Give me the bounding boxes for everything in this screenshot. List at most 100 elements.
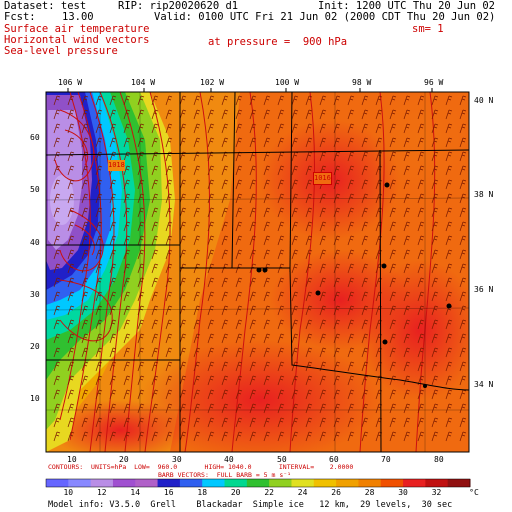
wind-barb [347,235,355,246]
wind-barb [151,165,159,176]
county-boundaries [45,92,470,452]
wind-barb [67,417,75,428]
wind-barb [123,389,131,400]
wind-barb [459,431,467,442]
wind-barb [291,375,299,386]
wind-barb [263,193,271,204]
wind-barb [53,165,61,176]
wind-barb [109,403,117,414]
wind-barb [249,165,257,176]
wind-barb [459,291,467,302]
wind-barb [81,109,89,120]
wind-barb [305,291,313,302]
wind-barb [459,179,467,190]
wind-barb [249,403,257,414]
wind-barb [249,221,257,232]
wind-barb [347,207,355,218]
wind-barb [445,123,453,134]
wind-barb [165,193,173,204]
wind-barb [249,417,257,428]
wind-barb [207,123,215,134]
wind-barb [347,375,355,386]
wind-barb [109,207,117,218]
wind-barb [459,151,467,162]
wind-barb [95,109,103,120]
wind-barb [403,207,411,218]
wind-barb [109,375,117,386]
wind-barb [151,207,159,218]
wind-barb [417,193,425,204]
wind-barb [221,291,229,302]
wind-barb [53,431,61,442]
wind-barb [207,277,215,288]
wind-barb [207,319,215,330]
map-frame [45,91,470,453]
wind-barb [347,333,355,344]
wind-barb [81,179,89,190]
wind-barb [151,137,159,148]
wind-barb [263,221,271,232]
wind-barb [109,123,117,134]
wind-barb [403,389,411,400]
wind-barb [137,165,145,176]
wind-barb [95,389,103,400]
wind-barb [417,333,425,344]
wind-barb [445,235,453,246]
wind-barb [305,207,313,218]
wind-barb [123,291,131,302]
wind-barb [81,207,89,218]
wind-barb [277,95,285,106]
wind-barb [459,263,467,274]
wind-barb [403,431,411,442]
color-bar-swatch [313,479,337,487]
lon-label-98w: 98 W [352,78,372,87]
wind-barb [319,95,327,106]
grid-y-20: 20 [30,342,40,351]
wind-barb [361,207,369,218]
wind-barb [417,389,425,400]
wind-barb [67,249,75,260]
wind-barb [165,109,173,120]
barb-info: BARB VECTORS: FULL BARB = 5 m s⁻¹ [158,471,292,479]
wind-barb [333,305,341,316]
wind-barb [81,123,89,134]
wind-barb [123,193,131,204]
wind-barb [389,95,397,106]
wind-barb [361,221,369,232]
wind-barb [95,403,103,414]
wind-barb [95,319,103,330]
wind-barb [277,207,285,218]
wind-barb [361,277,369,288]
wind-barb [151,291,159,302]
wind-barb [95,221,103,232]
fcst-label: Fcst: [4,11,36,23]
wind-barb [347,361,355,372]
wind-barb [445,221,453,232]
wind-barb [347,165,355,176]
wind-barb [109,249,117,260]
wind-barb [193,291,201,302]
wind-barb [109,291,117,302]
wind-barb [277,235,285,246]
wind-barb [319,207,327,218]
color-bar-label: 20 [230,488,241,497]
wind-barb [277,319,285,330]
color-bar-frame [45,478,471,488]
wind-barb [277,165,285,176]
wind-barb [445,291,453,302]
wind-barb [417,123,425,134]
wind-barb [123,375,131,386]
wind-barb [235,291,243,302]
wind-barb [53,193,61,204]
wind-barb [81,389,89,400]
wind-barb [305,361,313,372]
wind-barb [53,179,61,190]
wind-barb [403,347,411,358]
wind-barb [291,347,299,358]
wind-barb [431,319,439,330]
wind-barb [333,417,341,428]
wind-barb [249,431,257,442]
wind-barb [221,165,229,176]
wind-barb [347,305,355,316]
wind-barb [95,291,103,302]
